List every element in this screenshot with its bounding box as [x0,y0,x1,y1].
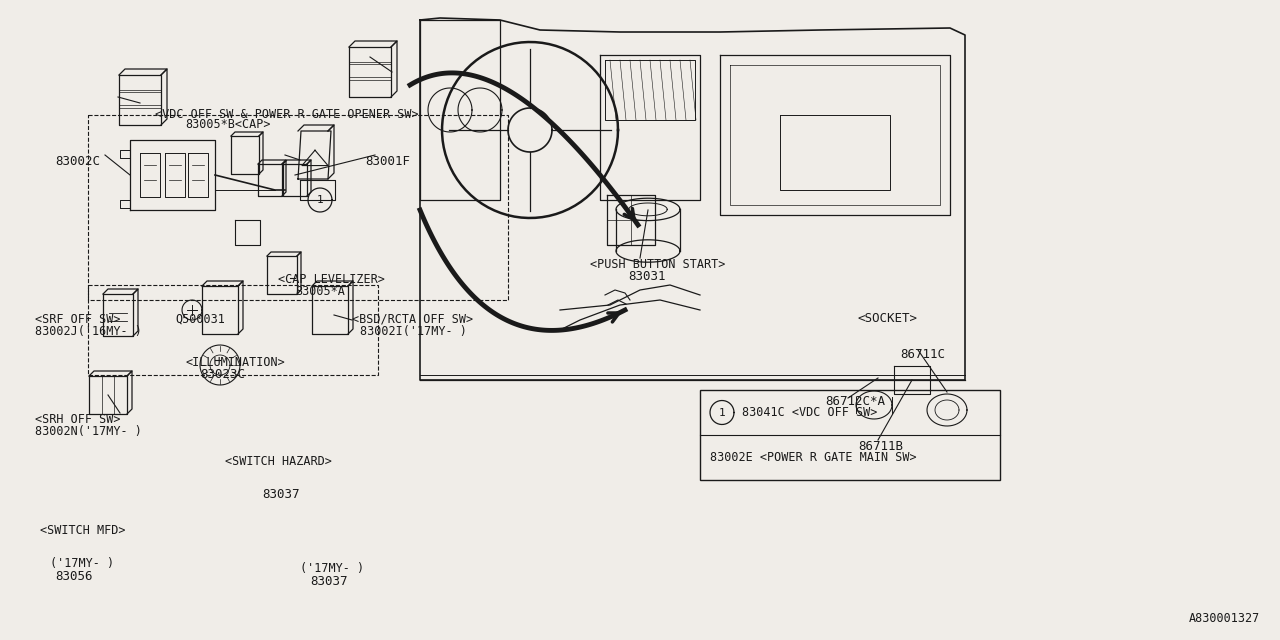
Text: 83002C: 83002C [55,155,100,168]
Text: 83023C: 83023C [200,368,244,381]
Text: 83037: 83037 [310,575,347,588]
Text: 83037: 83037 [262,488,300,501]
Text: <CAP LEVELIZER>: <CAP LEVELIZER> [278,273,385,286]
Text: 83002J('16MY- ): 83002J('16MY- ) [35,325,142,338]
Text: <SWITCH HAZARD>: <SWITCH HAZARD> [225,455,332,468]
Text: 86711C: 86711C [900,348,945,361]
Text: <SRF OFF SW>: <SRF OFF SW> [35,313,120,326]
Text: Q500031: Q500031 [175,313,225,326]
Text: 1: 1 [316,195,324,205]
Text: 86711B: 86711B [858,440,902,453]
Bar [700,390,1000,480]
Bar [88,115,508,300]
Text: 83001F: 83001F [365,155,410,168]
Text: 1: 1 [718,408,726,417]
Text: <SOCKET>: <SOCKET> [858,312,918,325]
Text: 83031: 83031 [628,270,666,283]
Text: 83002I('17MY- ): 83002I('17MY- ) [360,325,467,338]
Bar [88,285,378,375]
Text: <BSD/RCTA OFF SW>: <BSD/RCTA OFF SW> [352,313,474,326]
Text: <ILLUMINATION>: <ILLUMINATION> [186,356,284,369]
Text: <PUSH BUTTON START>: <PUSH BUTTON START> [590,258,726,271]
Text: ('17MY- ): ('17MY- ) [300,562,364,575]
Text: 83005*A: 83005*A [294,285,344,298]
Text: 83056: 83056 [55,570,92,583]
Text: <SRH OFF SW>: <SRH OFF SW> [35,413,120,426]
Text: ('17MY- ): ('17MY- ) [50,557,114,570]
Text: A830001327: A830001327 [1189,612,1260,625]
Text: 83002N('17MY- ): 83002N('17MY- ) [35,425,142,438]
Text: <SWITCH MFD>: <SWITCH MFD> [40,524,125,537]
Text: 83041C <VDC OFF SW>: 83041C <VDC OFF SW> [742,406,877,419]
Text: 83005*B<CAP>: 83005*B<CAP> [186,118,270,131]
Text: 83002E <POWER R GATE MAIN SW>: 83002E <POWER R GATE MAIN SW> [710,451,916,464]
Text: 86712C*A: 86712C*A [826,395,884,408]
Text: <VDC OFF SW & POWER R GATE OPENER SW>: <VDC OFF SW & POWER R GATE OPENER SW> [155,108,419,121]
